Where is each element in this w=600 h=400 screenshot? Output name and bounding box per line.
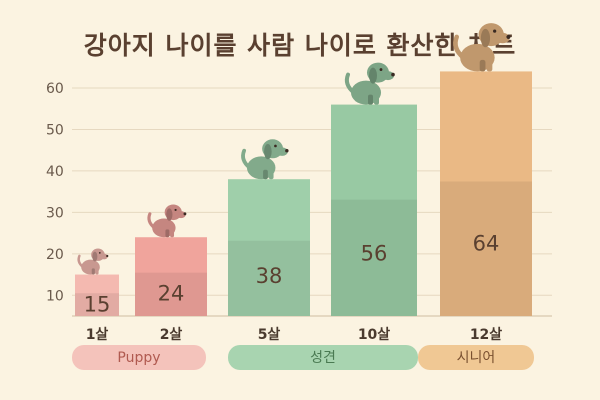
puppy-icon <box>77 248 109 275</box>
bar-2살: 24 <box>135 204 207 316</box>
data-label: 64 <box>473 232 500 256</box>
data-label: 56 <box>361 242 388 266</box>
stage-pill <box>72 345 206 370</box>
bar-12살: 64 <box>440 23 532 316</box>
y-tick-label: 60 <box>46 81 64 97</box>
bar-shade <box>75 293 119 316</box>
bar-1살: 15 <box>75 248 119 317</box>
bar-shade <box>440 181 532 316</box>
y-tick-label: 40 <box>46 164 64 180</box>
stage-bands: Puppy 성견 시니어 <box>72 345 534 370</box>
y-tick-label: 30 <box>46 205 64 221</box>
puppy-icon <box>147 204 187 238</box>
y-axis: 10 20 30 40 50 60 <box>46 81 64 304</box>
data-label: 38 <box>256 264 283 288</box>
bar-shade <box>135 272 207 316</box>
x-tick-label: 10살 <box>358 326 390 343</box>
y-tick-label: 10 <box>46 288 64 304</box>
stage-label: Puppy <box>117 350 160 366</box>
stage-pill <box>228 345 418 370</box>
bars: 15 24 38 56 64 <box>75 23 532 317</box>
dog-icon <box>241 139 289 180</box>
senior-dog-icon <box>453 23 511 72</box>
stage-band-성견: 성견 <box>228 345 418 370</box>
y-tick-label: 50 <box>46 122 64 138</box>
x-tick-label: 1살 <box>86 326 109 343</box>
dog-icon <box>344 62 395 105</box>
stage-label: 시니어 <box>457 350 496 366</box>
bar-shade <box>228 240 310 316</box>
data-label: 15 <box>84 293 111 317</box>
stage-band-시니어: 시니어 <box>418 345 534 370</box>
x-tick-label: 5살 <box>258 326 281 343</box>
bar-shade <box>331 199 417 316</box>
chart-title: 강아지 나이를 사람 나이로 환산한 차트 <box>83 31 517 60</box>
x-axis: 1살 2살 5살 10살 12살 <box>86 326 503 343</box>
bar-5살: 38 <box>228 139 310 316</box>
stage-label: 성견 <box>310 350 336 366</box>
stage-pill <box>418 345 534 370</box>
x-tick-label: 12살 <box>470 326 502 343</box>
x-tick-label: 2살 <box>160 326 183 343</box>
stage-band-Puppy: Puppy <box>72 345 206 370</box>
bar-10살: 56 <box>331 62 417 316</box>
y-tick-label: 20 <box>46 247 64 263</box>
data-label: 24 <box>158 281 185 305</box>
